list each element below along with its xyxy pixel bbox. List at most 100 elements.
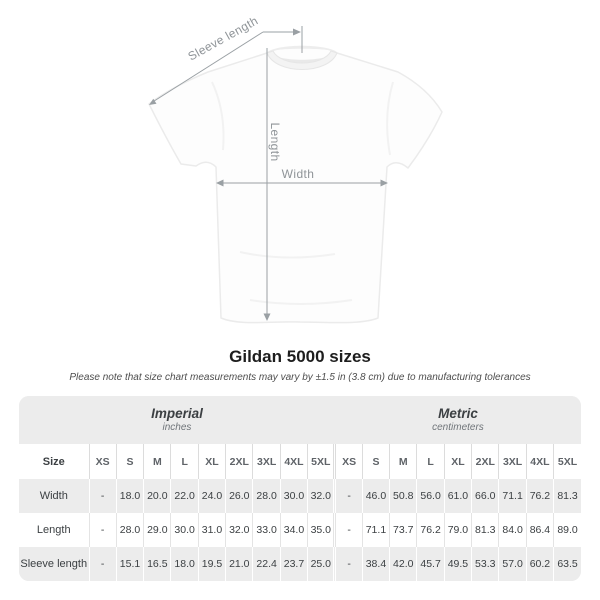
size-col: 4XL [279, 444, 308, 479]
cell: 79.0 [443, 513, 472, 547]
cell: 25.0 [307, 547, 335, 581]
cell: 81.3 [553, 479, 581, 513]
cell: 84.0 [498, 513, 527, 547]
tshirt-folds [211, 81, 394, 305]
page-title: Gildan 5000 sizes [229, 347, 371, 366]
cell: 32.0 [307, 479, 335, 513]
imperial-band: Imperial inches [19, 396, 335, 444]
cell: - [88, 513, 117, 547]
size-col: 5XL [307, 444, 335, 479]
size-col: XL [443, 444, 472, 479]
metric-band: Metric centimeters [334, 396, 581, 444]
size-col: 2XL [225, 444, 253, 479]
size-col: 4XL [525, 444, 554, 479]
table-row-length: Length - 28.0 29.0 30.0 31.0 32.0 33.0 3… [19, 513, 581, 547]
size-col: S [115, 444, 144, 479]
cell: 76.2 [525, 479, 554, 513]
width-label: Width [282, 167, 315, 181]
cell: 53.3 [471, 547, 499, 581]
cell: 42.0 [389, 547, 417, 581]
cell: 18.0 [170, 547, 199, 581]
cell: 61.0 [443, 479, 472, 513]
cell: 22.0 [170, 479, 199, 513]
table-row-width: Width - 18.0 20.0 22.0 24.0 26.0 28.0 30… [19, 479, 581, 513]
cell: - [333, 479, 363, 513]
cell: 30.0 [279, 479, 308, 513]
cell: 50.8 [389, 479, 417, 513]
cell: 34.0 [279, 513, 308, 547]
cell: - [333, 547, 363, 581]
row-label: Sleeve length [20, 558, 88, 570]
cell: 24.0 [197, 479, 226, 513]
size-table: Imperial inches Metric centimeters Size … [19, 396, 581, 581]
size-header-row: Size XS S M L XL 2XL 3XL 4XL 5XL XS S M … [19, 444, 581, 479]
cell: 31.0 [197, 513, 226, 547]
cell: 56.0 [416, 479, 445, 513]
size-col: XL [197, 444, 226, 479]
imperial-unit: inches [162, 422, 192, 433]
size-col: L [170, 444, 199, 479]
size-chart-table: Imperial inches Metric centimeters Size … [19, 396, 581, 581]
tolerance-note: Please note that size chart measurements… [69, 372, 531, 383]
cell: 60.2 [525, 547, 554, 581]
row-label: Width [39, 490, 68, 502]
tshirt-measurement-diagram: Sleeve length Length Width [148, 13, 443, 324]
size-column-header: Size [19, 444, 89, 479]
cell: 76.2 [416, 513, 445, 547]
size-col: M [389, 444, 417, 479]
metric-unit: centimeters [432, 422, 484, 433]
cell: 32.0 [225, 513, 253, 547]
cell: 71.1 [498, 479, 527, 513]
size-col: XS [333, 444, 363, 479]
size-col: 3XL [498, 444, 527, 479]
cell: 33.0 [252, 513, 281, 547]
size-col: 3XL [252, 444, 281, 479]
imperial-label: Imperial [151, 406, 203, 421]
cell: 30.0 [170, 513, 199, 547]
width-arrowhead-right [380, 179, 388, 187]
cell: 20.0 [143, 479, 171, 513]
cell: 22.4 [252, 547, 281, 581]
size-col: XS [88, 444, 117, 479]
sleeve-arrowhead-right [293, 28, 301, 36]
cell: 66.0 [471, 479, 499, 513]
cell: 38.4 [361, 547, 390, 581]
cell: 19.5 [197, 547, 226, 581]
cell: 26.0 [225, 479, 253, 513]
length-arrowhead-down [263, 313, 271, 321]
cell: - [88, 547, 117, 581]
cell: 89.0 [553, 513, 581, 547]
measurement-overlays [149, 26, 388, 321]
sleeve-arrow-diagonal [150, 31, 264, 104]
cell: 45.7 [416, 547, 445, 581]
cell: - [88, 479, 117, 513]
cell: 81.3 [471, 513, 499, 547]
cell: 71.1 [361, 513, 390, 547]
cell: 35.0 [307, 513, 335, 547]
size-col: S [361, 444, 390, 479]
tshirt-collar [266, 50, 338, 70]
cell: 49.5 [443, 547, 472, 581]
size-col: M [143, 444, 171, 479]
cell: 57.0 [498, 547, 527, 581]
width-arrowhead-left [216, 179, 224, 187]
cell: 15.1 [115, 547, 144, 581]
cell: 73.7 [389, 513, 417, 547]
cell: 28.0 [115, 513, 144, 547]
size-col: 5XL [553, 444, 581, 479]
length-label: Length [268, 122, 282, 161]
unit-band-row: Imperial inches Metric centimeters [19, 396, 581, 444]
size-col: L [416, 444, 445, 479]
cell: 23.7 [279, 547, 308, 581]
cell: 86.4 [525, 513, 554, 547]
tshirt-body [148, 46, 443, 324]
sleeve-arrowhead-cuff [149, 98, 157, 105]
cell: 16.5 [143, 547, 171, 581]
tshirt-image [148, 45, 443, 324]
cell: 29.0 [143, 513, 171, 547]
cell: 28.0 [252, 479, 281, 513]
sleeve-length-label: Sleeve length [186, 13, 261, 63]
size-col: 2XL [471, 444, 499, 479]
table-row-sleeve-length: Sleeve length - 15.1 16.5 18.0 19.5 21.0… [19, 547, 581, 581]
cell: - [333, 513, 363, 547]
